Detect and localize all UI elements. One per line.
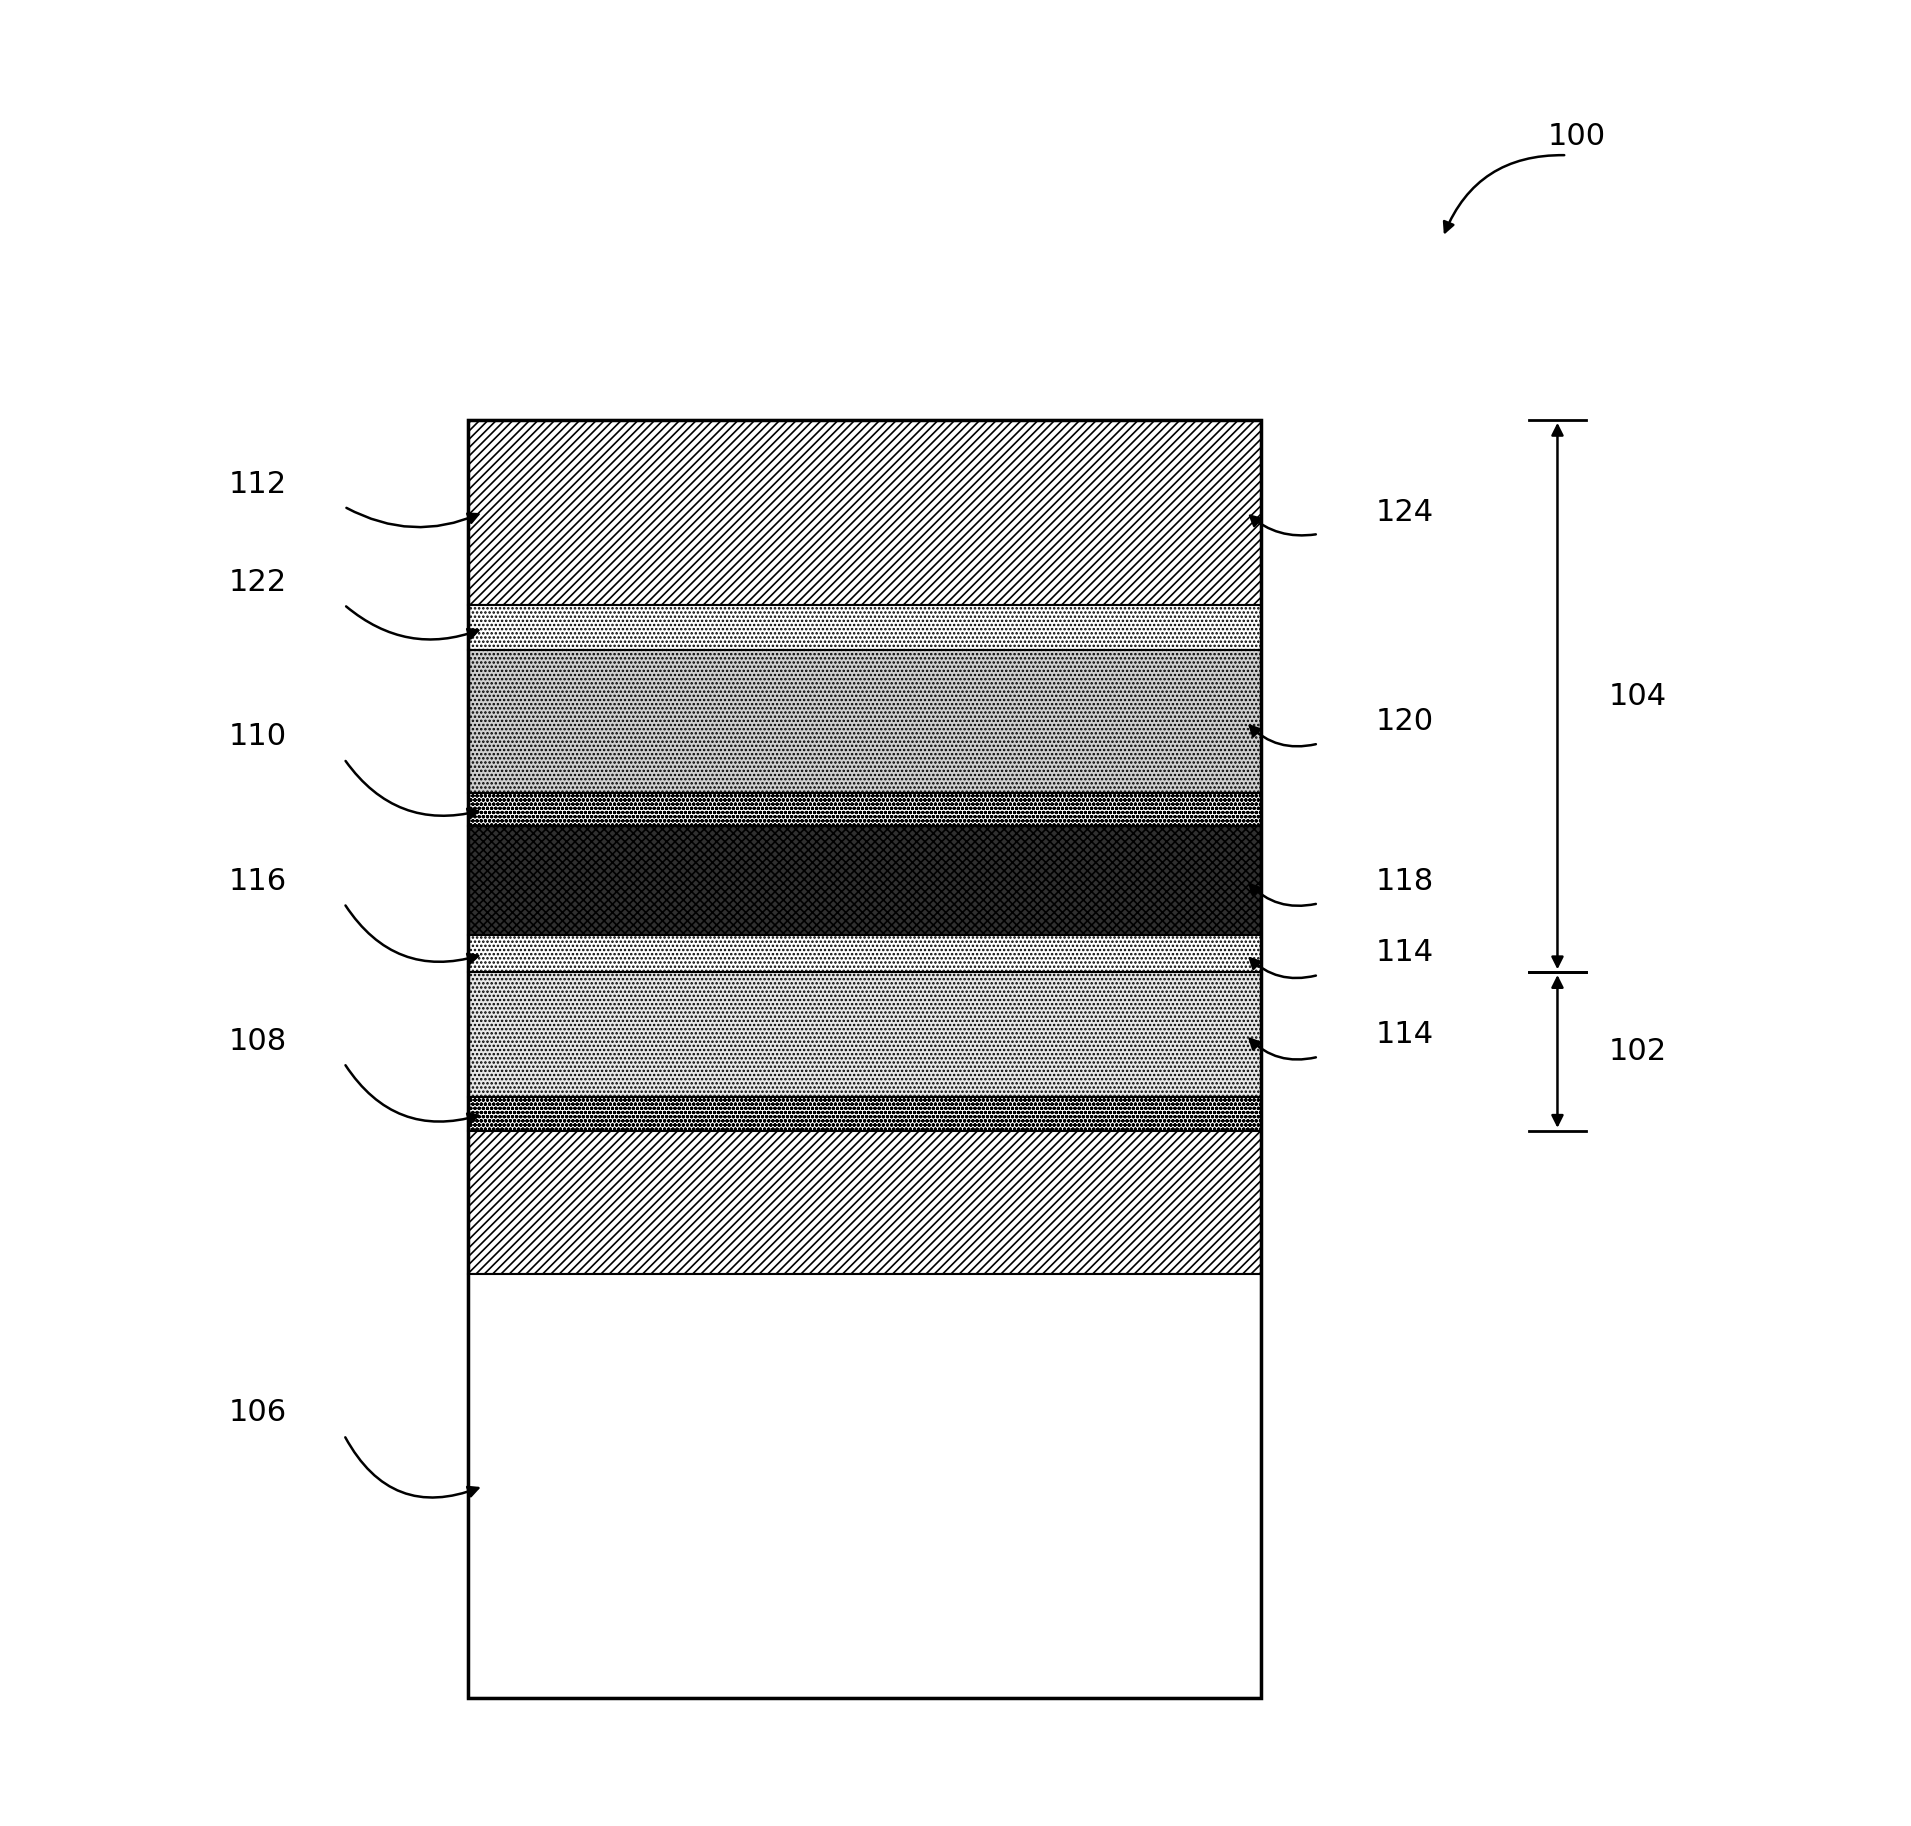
Text: 106: 106 xyxy=(229,1399,287,1428)
Text: 112: 112 xyxy=(229,469,287,498)
Bar xyxy=(468,420,1261,606)
Text: 114: 114 xyxy=(1376,939,1433,968)
Text: 118: 118 xyxy=(1376,867,1433,897)
Bar xyxy=(468,606,1261,650)
Bar xyxy=(468,792,1261,827)
Text: 100: 100 xyxy=(1548,122,1605,152)
Bar xyxy=(468,1130,1261,1275)
Bar xyxy=(468,971,1261,1097)
Bar xyxy=(468,827,1261,935)
Text: 102: 102 xyxy=(1609,1037,1666,1066)
Text: 110: 110 xyxy=(229,723,287,750)
Text: 122: 122 xyxy=(229,568,287,597)
Bar xyxy=(468,420,1261,1698)
Bar xyxy=(468,650,1261,792)
Text: 104: 104 xyxy=(1609,681,1666,710)
Bar xyxy=(468,420,1261,1698)
Text: 116: 116 xyxy=(229,867,287,897)
Text: 120: 120 xyxy=(1376,707,1433,736)
Text: 114: 114 xyxy=(1376,1021,1433,1050)
Bar xyxy=(468,935,1261,971)
Bar xyxy=(468,1275,1261,1698)
Bar xyxy=(468,1097,1261,1130)
Text: 108: 108 xyxy=(229,1026,287,1055)
Text: 124: 124 xyxy=(1376,497,1433,526)
